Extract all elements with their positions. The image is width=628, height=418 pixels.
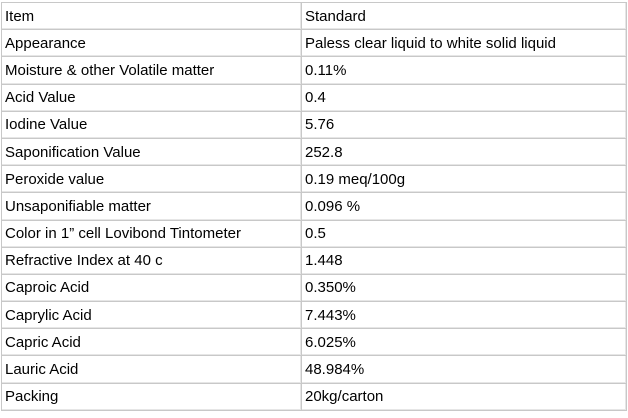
table-row: Color in 1” cell Lovibond Tintometer 0.5 (2, 220, 627, 248)
standard-cell: 0.19 meq/100g (302, 166, 627, 194)
table-row: Iodine Value 5.76 (2, 111, 627, 139)
table-row: Peroxide value 0.19 meq/100g (2, 166, 627, 194)
item-cell: Lauric Acid (2, 356, 302, 384)
header-row: Item Standard (2, 3, 627, 31)
item-cell: Color in 1” cell Lovibond Tintometer (2, 220, 302, 248)
table-body: Item Standard Appearance Paless clear liqui… (2, 3, 627, 411)
table-row: Unsaponifiable matter 0.096 % (2, 193, 627, 221)
table-row: Caproic Acid 0.350% (2, 274, 627, 303)
standard-cell: 252.8 (302, 138, 627, 167)
table-row: Moisture & other Volatile matter 0.11% (2, 57, 627, 85)
table-row: Refractive Index at 40 c 1.448 (2, 247, 627, 275)
item-cell: Saponification Value (2, 138, 302, 167)
item-cell: Capric Acid (2, 329, 302, 357)
table-row: Packing 20kg/carton (2, 383, 627, 411)
standard-cell: Standard (302, 3, 627, 31)
standard-cell: 0.4 (302, 84, 627, 112)
item-cell: Iodine Value (2, 111, 302, 139)
standard-cell: 0.5 (302, 220, 627, 248)
item-cell: Moisture & other Volatile matter (2, 57, 302, 85)
standard-cell: 0.11% (302, 57, 627, 85)
standard-cell: 20kg/carton (302, 383, 627, 411)
standard-cell: 48.984% (302, 356, 627, 384)
item-cell: Packing (2, 383, 302, 411)
item-cell: Acid Value (2, 84, 302, 112)
standard-cell: 1.448 (302, 247, 627, 275)
item-cell: Appearance (2, 30, 302, 58)
table-row: Appearance Paless clear liquid to white s… (2, 30, 627, 58)
table-row: Lauric Acid 48.984% (2, 356, 627, 384)
standard-cell: Paless clear liquid to white solid liqui… (302, 30, 627, 58)
standard-cell: 0.096 % (302, 193, 627, 221)
item-cell: Unsaponifiable matter (2, 193, 302, 221)
item-cell: Refractive Index at 40 c (2, 247, 302, 275)
item-cell: Caproic Acid (2, 274, 302, 303)
standard-cell: 7.443% (302, 302, 627, 330)
table-row: Acid Value 0.4 (2, 84, 627, 112)
table-row: Capric Acid 6.025% (2, 329, 627, 357)
table-row: Saponification Value 252.8 (2, 138, 627, 167)
table-row: Caprylic Acid 7.443% (2, 302, 627, 330)
item-cell: Peroxide value (2, 166, 302, 194)
standard-cell: 5.76 (302, 111, 627, 139)
spec-table: Item Standard Appearance Paless clear liqui… (1, 2, 627, 411)
item-cell: Item (2, 3, 302, 31)
standard-cell: 6.025% (302, 329, 627, 357)
item-cell: Caprylic Acid (2, 302, 302, 330)
standard-cell: 0.350% (302, 274, 627, 303)
